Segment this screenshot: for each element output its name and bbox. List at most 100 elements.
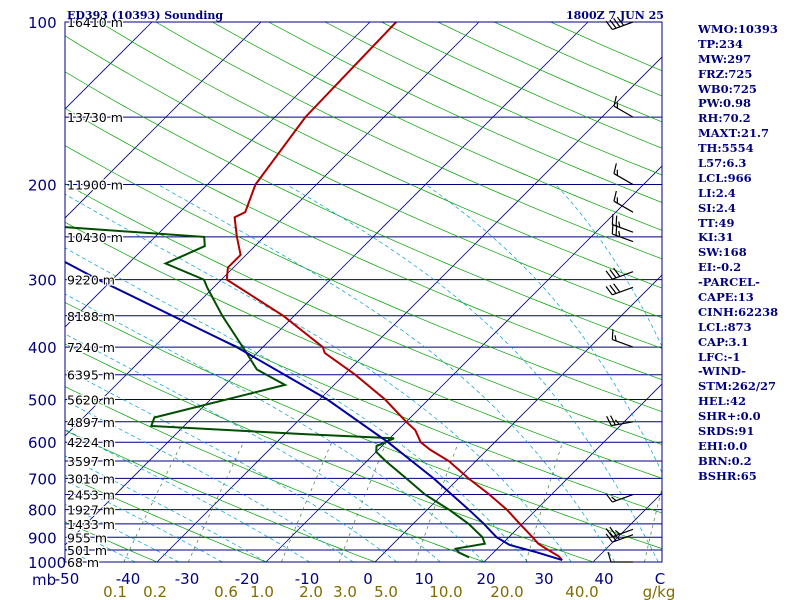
stat-item: CINH:62238 (698, 304, 779, 319)
height-label: 9220 m (67, 273, 115, 288)
dry-adiabat (65, 429, 376, 562)
height-label: 7240 m (67, 340, 115, 355)
mixing-ratio-line (187, 442, 244, 562)
wind-barb-flag (605, 270, 613, 280)
dry-adiabat (65, 35, 662, 319)
plot-frame (64, 21, 663, 563)
dry-adiabat (65, 521, 158, 562)
isotherm-grid (65, 22, 662, 562)
wind-barb-flag (615, 224, 618, 236)
moist-adiabat (157, 184, 616, 562)
moist-adiabat-grid (65, 184, 662, 562)
height-label: 16410 m (67, 15, 123, 30)
pressure-tick-label: 900 (28, 529, 57, 547)
wind-barb-flag (605, 493, 613, 503)
mixing-ratio-grid (123, 442, 662, 562)
dry-adiabat (99, 22, 662, 289)
height-label: 3010 m (67, 471, 115, 486)
wind-barb (605, 16, 634, 31)
mixing-ratio-label: 10.0 (429, 583, 462, 600)
stat-item: SW:168 (698, 245, 747, 260)
temperature-tick-label: 20 (476, 570, 495, 588)
pressure-tick-label: 100 (28, 14, 57, 32)
height-label: 1927 m (67, 503, 115, 518)
wind-barb (605, 267, 634, 280)
stat-item: LCL:873 (698, 319, 752, 334)
wind-barb (605, 493, 634, 503)
temperature-tick-label: 10 (414, 570, 433, 588)
wind-barb-flag (605, 533, 613, 543)
mixing-ratio-line (281, 442, 333, 562)
height-label: 68 m (67, 555, 99, 570)
dry-adiabat-grid (65, 22, 662, 562)
stat-item: TT:49 (698, 215, 735, 230)
mixing-ratio-label: 5.0 (374, 583, 398, 600)
pressure-tick-label: 300 (28, 272, 57, 290)
dry-adiabat (65, 145, 662, 413)
dry-adiabat (65, 261, 662, 514)
temperature-tick-label: -10 (295, 570, 320, 588)
stat-item: EHI:0.0 (698, 438, 748, 453)
stat-item: MAXT:21.7 (698, 126, 769, 141)
wind-barb-staff (612, 21, 634, 31)
stat-item: HEL:42 (698, 394, 746, 409)
mixing-ratio-label: 1.0 (250, 583, 274, 600)
mixing-ratio-label: 20.0 (490, 583, 523, 600)
height-label: 4897 m (67, 415, 115, 430)
pressure-tick-label: 200 (28, 177, 57, 195)
stat-item: KI:31 (698, 230, 734, 245)
stat-item: LCL:966 (698, 170, 752, 185)
wind-barb-flag (611, 329, 614, 340)
temperature-tick-label: -50 (55, 570, 80, 588)
stat-item: EI:-0.2 (698, 260, 742, 275)
height-label: 8188 m (67, 309, 115, 324)
mixing-ratio-label: 0.6 (214, 583, 238, 600)
isotherm-line (374, 274, 662, 562)
height-label: 6395 m (67, 368, 115, 383)
pressure-tick-label: 500 (28, 391, 57, 409)
wind-barb-flag (609, 526, 617, 536)
wind-barb (613, 95, 634, 118)
pressure-unit-label: mb (32, 571, 56, 589)
moist-adiabat (425, 184, 662, 474)
wind-barb (613, 190, 634, 213)
stat-item: STM:262/27 (698, 379, 777, 394)
moist-adiabat (65, 503, 179, 562)
stat-item: SRDS:91 (698, 424, 755, 439)
mixing-ratio-label: 0.2 (143, 583, 167, 600)
wind-barb-flag (607, 551, 612, 563)
mixing-ratio-line (338, 442, 387, 562)
mixing-ratio-label: 2.0 (299, 583, 323, 600)
wind-barb-flag (611, 496, 617, 502)
wind-barb-flag (609, 269, 617, 279)
wind-barb-flag (613, 267, 621, 277)
wind-barb-staff (612, 286, 634, 296)
wind-barb-flag (611, 214, 614, 225)
stat-item: TP:234 (698, 36, 744, 51)
height-label: 11900 m (67, 178, 123, 193)
stat-item: PW:0.98 (698, 96, 752, 111)
moist-adiabat (65, 247, 528, 562)
mixing-ratio-unit: g/kg (643, 583, 676, 600)
stats-panel: WMO:10393 TP:234 MW:297 FRZ:725 WB0:725 PW:0.… (698, 22, 798, 484)
wind-barb (605, 532, 634, 543)
wind-barb-flag (610, 415, 616, 426)
wind-barb-staff (613, 173, 634, 186)
height-label: 2453 m (67, 488, 115, 503)
moist-adiabat (286, 184, 659, 562)
temperature-tick-label: 40 (594, 570, 613, 588)
stat-item: MW:297 (698, 51, 752, 66)
station-title: ED393 (10393) Sounding (67, 9, 224, 22)
temperature-unit-label: C (655, 570, 665, 588)
mixing-ratio-line (525, 442, 563, 562)
stat-item: TH:5554 (698, 141, 754, 156)
temperature-tick-label: -20 (235, 570, 260, 588)
height-label: 1433 m (67, 517, 115, 532)
dry-adiabat (65, 221, 662, 479)
wind-barb (611, 223, 634, 243)
valid-time: 1800Z 7 JUN 25 (566, 9, 664, 22)
isotherm-line (483, 383, 662, 562)
stat-item: -WIND- (698, 364, 746, 379)
pressure-tick-label: 600 (28, 434, 57, 452)
wind-barb-flag (615, 215, 618, 227)
